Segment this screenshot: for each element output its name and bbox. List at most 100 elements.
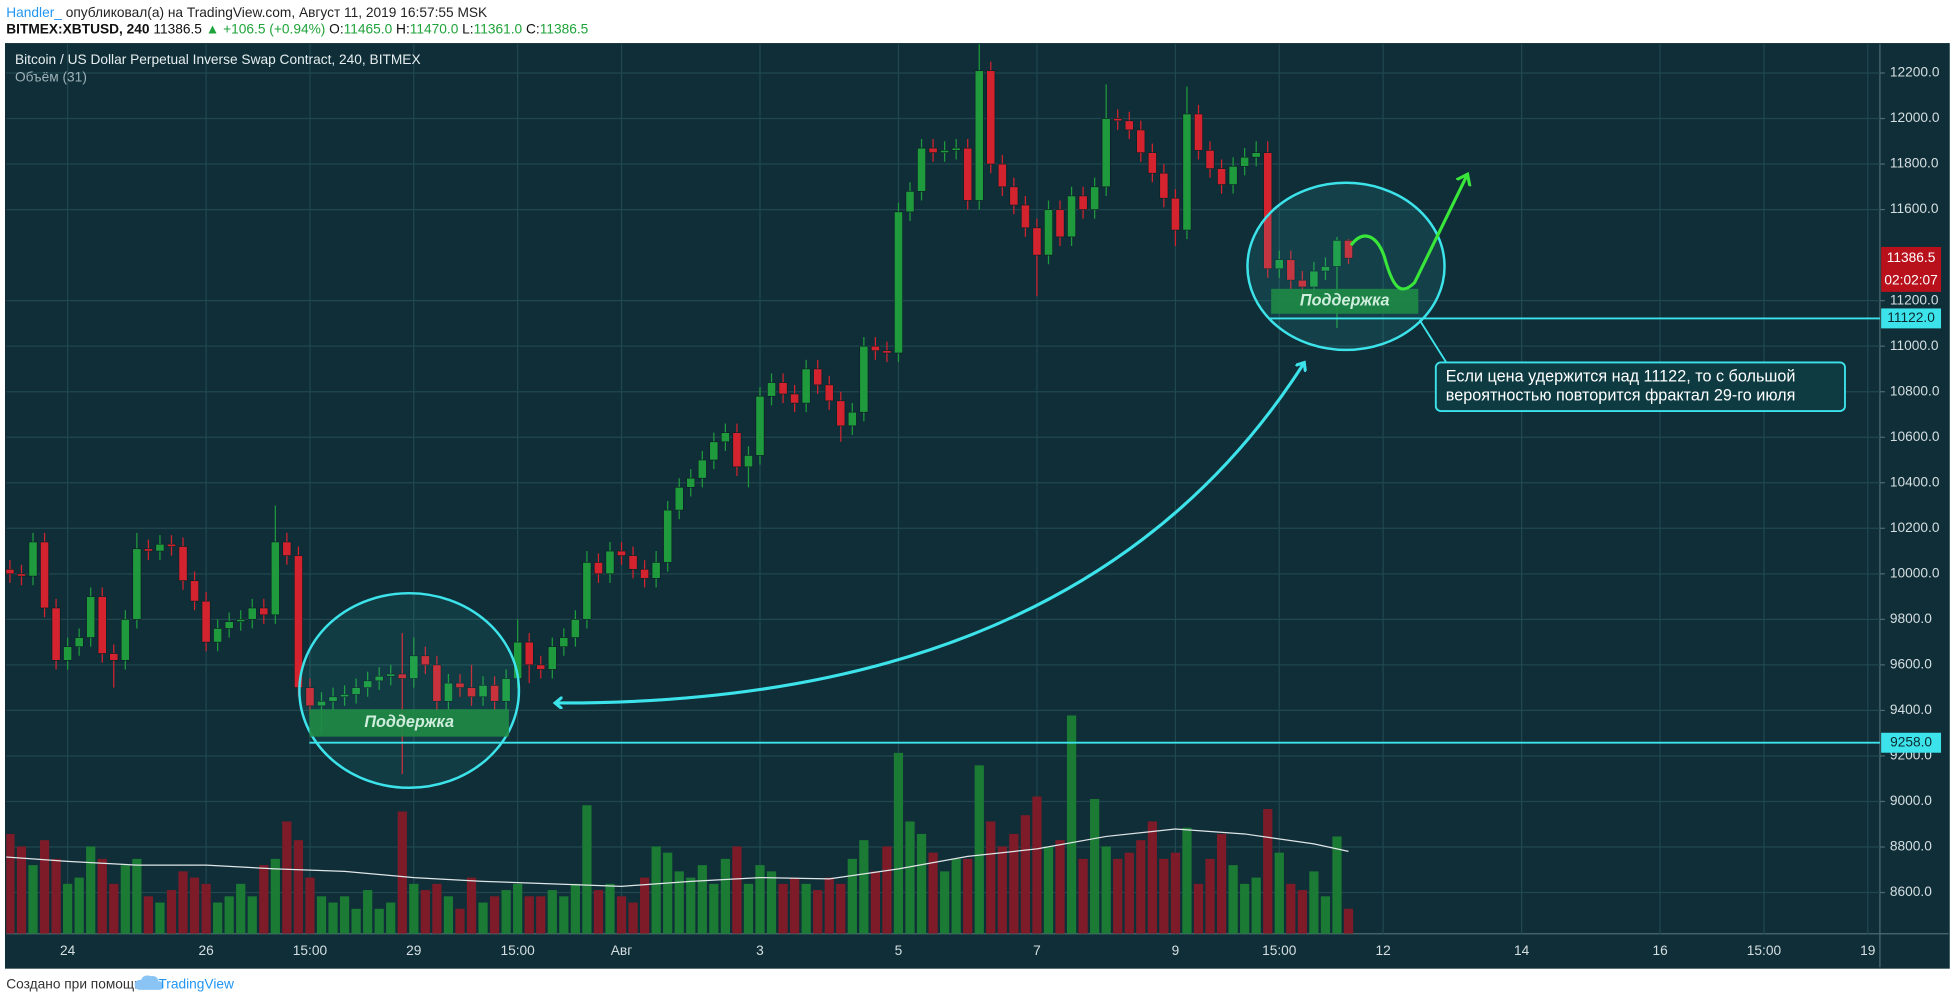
candle-body <box>1240 156 1250 167</box>
candle-body <box>1101 118 1111 188</box>
candle-body <box>1286 259 1296 281</box>
x-tick-label: 15:00 <box>293 943 328 958</box>
x-tick-label: 29 <box>406 943 421 958</box>
level-tag <box>1881 308 1942 329</box>
candle-body <box>813 368 823 386</box>
volume-bar <box>374 908 384 934</box>
candle-body <box>282 541 292 556</box>
volume-bar <box>559 896 569 934</box>
candle-body <box>836 400 846 427</box>
y-tick-label: 10600.0 <box>1890 429 1940 444</box>
published: опубликовал(а) на TradingView.com, Авгус… <box>66 5 487 20</box>
volume-bar <box>1032 796 1042 934</box>
candle-body <box>444 682 453 702</box>
candle-body <box>120 619 130 661</box>
x-tick-label: Авг <box>611 943 632 958</box>
candle-body <box>1194 113 1203 151</box>
candle-body <box>432 664 442 702</box>
volume-bar <box>847 858 857 934</box>
volume-bar <box>905 821 915 934</box>
candle-body <box>1228 166 1238 185</box>
volume-bar <box>940 871 950 934</box>
volume-bar <box>109 883 119 934</box>
x-tick-label: 3 <box>756 943 764 958</box>
volume-bar <box>639 877 650 934</box>
candle-body <box>847 411 857 427</box>
candle-body <box>905 191 915 213</box>
volume-bar <box>489 896 500 934</box>
volume-bar <box>305 877 315 934</box>
candle-body <box>1078 195 1088 210</box>
volume-bar <box>1228 865 1238 934</box>
volume-bar <box>178 871 188 934</box>
candle-body <box>386 673 396 677</box>
candle-body <box>1067 195 1076 238</box>
footer-brand[interactable]: TradingView <box>158 977 234 992</box>
x-tick-label: 14 <box>1514 943 1530 958</box>
volume-bar <box>1286 883 1296 934</box>
candle-body <box>686 477 696 488</box>
volume-bar <box>1320 896 1331 934</box>
candle-body <box>259 607 269 616</box>
volume-bar <box>328 902 338 934</box>
volume-bar <box>916 833 927 934</box>
volume-bar <box>1136 840 1146 934</box>
author[interactable]: Handler_ <box>6 5 62 20</box>
candle-body <box>167 543 176 547</box>
volume-bar <box>1193 883 1204 934</box>
volume-bar <box>547 890 557 934</box>
candle-body <box>651 562 661 579</box>
candle-body <box>732 432 742 468</box>
candle-body <box>201 600 211 643</box>
volume-bar <box>963 858 973 934</box>
candle-body <box>1009 186 1019 206</box>
candle-body <box>559 637 569 647</box>
fractal-arrow <box>556 364 1303 703</box>
candle-body <box>501 678 511 702</box>
candle-body <box>709 441 719 461</box>
candle-body <box>1170 197 1180 231</box>
candle-body <box>790 393 800 404</box>
volume-bar <box>143 896 154 934</box>
candle-body <box>1090 186 1100 210</box>
candle-body <box>720 432 730 443</box>
candle-body <box>63 646 73 661</box>
y-tick-label: 11600.0 <box>1890 201 1939 216</box>
volume-bar <box>409 883 419 934</box>
candle-body <box>132 548 142 620</box>
volume-bar <box>1009 833 1019 934</box>
volume-bar <box>386 902 396 934</box>
volume-bar <box>1020 815 1031 934</box>
volume-bar <box>1182 827 1192 934</box>
candle-body <box>363 680 373 688</box>
volume-bar <box>28 865 38 934</box>
volume-bar <box>1263 808 1273 934</box>
candle-body <box>859 345 869 413</box>
volume-bar <box>697 865 707 934</box>
candle-body <box>940 150 950 153</box>
volume-bar <box>189 877 200 934</box>
volume-bar <box>351 908 361 934</box>
support-zone <box>309 709 509 737</box>
volume-bar <box>732 846 742 934</box>
y-tick-label: 12000.0 <box>1890 110 1940 125</box>
grid: 8600.08800.09000.09200.09400.09600.09800… <box>6 44 1940 958</box>
last-price-label: 11386.5 <box>1887 250 1936 265</box>
level-tag <box>1881 732 1942 753</box>
volume-bar <box>1343 908 1354 934</box>
candle-body <box>247 607 257 620</box>
volume-bar <box>1147 821 1157 934</box>
candle-body <box>963 147 973 201</box>
volume-bar <box>16 846 27 934</box>
header-line: Handler_ опубликовал(а) на TradingView.c… <box>6 5 487 20</box>
candle-body <box>478 685 488 698</box>
volume-bar <box>813 890 823 934</box>
volume-bar <box>1101 846 1111 934</box>
candle-body <box>374 675 384 682</box>
callout-text: вероятностью повторится фрактал 29-го ию… <box>1446 386 1796 404</box>
candle-body <box>51 607 61 661</box>
symbol: BITMEX:XBTUSD, 240 <box>6 21 150 36</box>
candle-body <box>547 646 557 670</box>
candle-body <box>1332 240 1342 267</box>
